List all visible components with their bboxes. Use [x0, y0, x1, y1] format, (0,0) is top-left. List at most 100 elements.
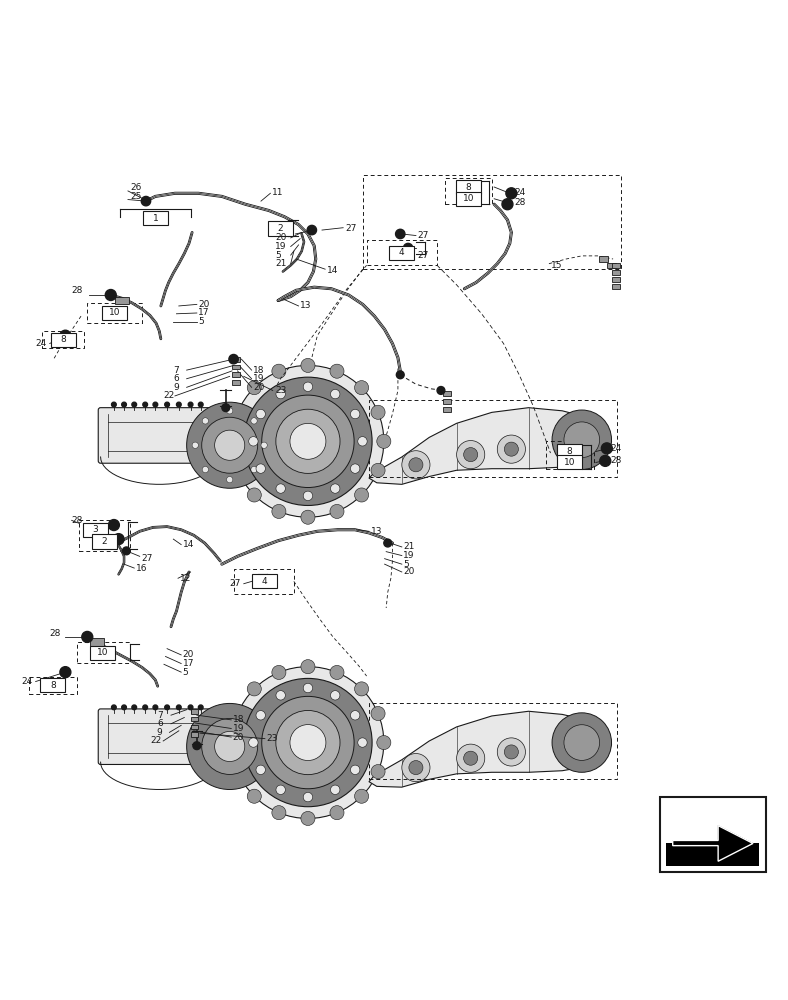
- Bar: [191, 717, 199, 721]
- Circle shape: [203, 418, 209, 424]
- Circle shape: [243, 377, 372, 505]
- Circle shape: [60, 667, 71, 678]
- Circle shape: [262, 696, 354, 789]
- Circle shape: [141, 196, 151, 206]
- Circle shape: [188, 705, 193, 710]
- Circle shape: [247, 682, 262, 696]
- Text: 8: 8: [60, 335, 66, 344]
- Circle shape: [60, 330, 71, 341]
- Circle shape: [497, 738, 526, 766]
- Circle shape: [506, 188, 517, 199]
- Circle shape: [132, 402, 136, 407]
- Text: 20: 20: [232, 733, 244, 742]
- Circle shape: [396, 371, 404, 379]
- Circle shape: [456, 744, 485, 772]
- Text: 3: 3: [92, 525, 98, 534]
- Text: 10: 10: [563, 458, 575, 467]
- FancyBboxPatch shape: [98, 709, 225, 764]
- Circle shape: [301, 811, 315, 825]
- Bar: [607, 263, 616, 268]
- Text: 5: 5: [199, 317, 204, 326]
- Circle shape: [249, 738, 258, 747]
- Bar: [251, 574, 277, 588]
- Text: 20: 20: [199, 300, 210, 309]
- Circle shape: [262, 395, 354, 488]
- Bar: [612, 284, 620, 289]
- Circle shape: [256, 711, 266, 720]
- Circle shape: [330, 484, 340, 493]
- Text: 25: 25: [130, 192, 142, 201]
- Circle shape: [251, 466, 257, 473]
- Circle shape: [463, 751, 478, 765]
- Circle shape: [112, 402, 117, 407]
- Circle shape: [358, 437, 367, 446]
- Text: 19: 19: [253, 374, 265, 383]
- Circle shape: [177, 402, 181, 407]
- Text: 28: 28: [72, 286, 83, 295]
- Text: 26: 26: [130, 183, 142, 192]
- Text: 22: 22: [150, 736, 161, 745]
- Circle shape: [355, 488, 369, 502]
- Bar: [40, 678, 65, 692]
- Circle shape: [504, 442, 519, 456]
- Bar: [90, 638, 104, 646]
- Circle shape: [227, 477, 232, 483]
- Text: 19: 19: [232, 724, 244, 733]
- Bar: [389, 246, 414, 260]
- Text: 24: 24: [610, 444, 621, 453]
- Circle shape: [113, 534, 124, 545]
- Text: 18: 18: [232, 715, 244, 724]
- Text: 27: 27: [345, 224, 357, 233]
- Text: 8: 8: [466, 183, 471, 192]
- Text: 8: 8: [50, 681, 56, 690]
- Text: 5: 5: [275, 251, 281, 260]
- Text: 17: 17: [199, 308, 210, 317]
- Text: 28: 28: [610, 456, 621, 465]
- Bar: [557, 455, 582, 469]
- Circle shape: [256, 409, 266, 419]
- Text: 19: 19: [275, 242, 287, 251]
- Circle shape: [276, 484, 285, 493]
- Text: 23: 23: [266, 734, 278, 743]
- Text: 16: 16: [136, 564, 147, 573]
- Circle shape: [371, 706, 385, 721]
- Circle shape: [214, 731, 245, 762]
- Circle shape: [121, 402, 126, 407]
- Circle shape: [165, 402, 169, 407]
- Bar: [612, 270, 620, 275]
- Bar: [92, 534, 117, 549]
- Circle shape: [227, 408, 232, 414]
- Text: 6: 6: [158, 719, 163, 728]
- Bar: [232, 357, 240, 362]
- Circle shape: [132, 705, 136, 710]
- Text: 11: 11: [272, 188, 284, 197]
- Text: 5: 5: [183, 668, 188, 677]
- Circle shape: [355, 682, 369, 696]
- Circle shape: [355, 381, 369, 395]
- Circle shape: [112, 705, 117, 710]
- Circle shape: [276, 389, 285, 399]
- Circle shape: [193, 742, 201, 750]
- Text: 20: 20: [275, 233, 287, 242]
- Circle shape: [301, 510, 315, 524]
- Bar: [50, 333, 76, 347]
- Circle shape: [384, 539, 392, 547]
- Polygon shape: [369, 711, 611, 787]
- Bar: [143, 211, 168, 225]
- Text: 20: 20: [183, 650, 194, 659]
- Bar: [612, 277, 620, 282]
- Text: 13: 13: [300, 301, 311, 310]
- Circle shape: [153, 705, 158, 710]
- Circle shape: [232, 667, 384, 818]
- Text: 12: 12: [180, 574, 191, 583]
- Text: 4: 4: [262, 577, 267, 586]
- Circle shape: [243, 678, 372, 807]
- Circle shape: [255, 575, 264, 585]
- Circle shape: [256, 765, 266, 775]
- Circle shape: [276, 710, 340, 775]
- Text: 18: 18: [253, 366, 265, 375]
- Circle shape: [303, 683, 313, 693]
- Circle shape: [290, 423, 326, 459]
- Circle shape: [231, 463, 245, 477]
- Circle shape: [256, 464, 266, 473]
